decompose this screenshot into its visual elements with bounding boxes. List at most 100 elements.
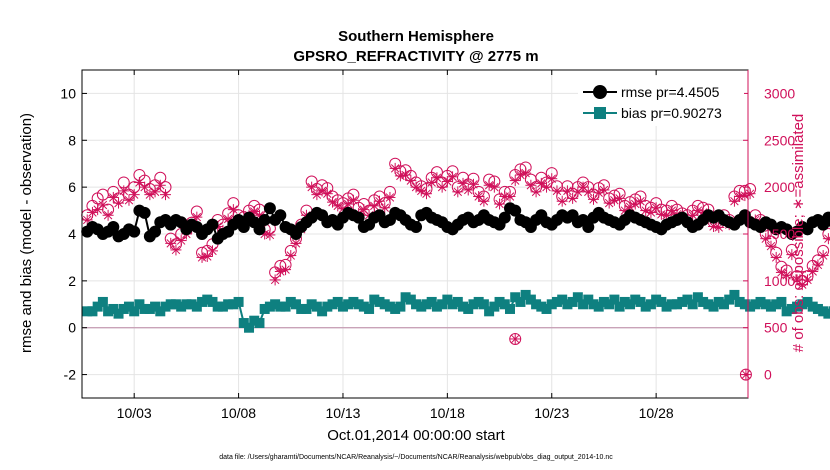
bias-point [275, 301, 286, 312]
obs-assimilated-marker [102, 209, 114, 221]
bias-point [160, 301, 171, 312]
bias-point [416, 301, 427, 312]
asterisk-stroke [265, 230, 275, 240]
obs-assimilated-marker [269, 274, 281, 286]
y-tick-label: 2 [68, 273, 76, 289]
obs-assimilated-marker [457, 177, 469, 189]
bias-point [797, 299, 808, 310]
rmse-point [263, 202, 276, 215]
y-right-tick-label: 500 [764, 320, 788, 336]
bias-point [729, 289, 740, 300]
obs-assimilated-marker [530, 186, 542, 198]
asterisk-stroke [557, 196, 567, 206]
bias-point [677, 296, 688, 307]
bias-point [244, 322, 255, 333]
asterisk-stroke [166, 239, 175, 248]
bias-point [431, 301, 442, 312]
obs-assimilated-marker [561, 185, 573, 197]
obs-assimilated-marker [807, 265, 819, 277]
asterisk-stroke [782, 270, 791, 280]
bias-point [233, 296, 244, 307]
bias-point [812, 303, 823, 314]
bias-point [374, 296, 385, 307]
bias-point [207, 296, 218, 307]
bias-point [228, 299, 239, 310]
asterisk-stroke [735, 192, 744, 201]
obs-assimilated-marker [389, 162, 401, 174]
asterisk-stroke [82, 215, 92, 225]
obs-assimilated-marker [765, 240, 777, 252]
asterisk-stroke [150, 187, 160, 197]
bias-point [150, 301, 161, 312]
bias-point [739, 299, 750, 310]
bias-point [640, 301, 651, 312]
bias-point [557, 294, 568, 305]
asterisk-stroke [584, 187, 593, 197]
bias-point [609, 294, 620, 305]
asterisk-stroke [808, 267, 817, 276]
bias-point [499, 299, 510, 310]
obs-assimilated-marker [170, 244, 182, 256]
bias-point [197, 296, 208, 307]
asterisk-stroke [787, 250, 797, 259]
obs-assimilated-marker [467, 178, 479, 190]
bias-point [583, 294, 594, 305]
bias-point [625, 299, 636, 310]
bias-point [645, 299, 656, 310]
asterisk-stroke [537, 179, 546, 188]
asterisk-stroke [307, 182, 316, 192]
y-right-tick-label: 2000 [764, 179, 795, 195]
obs-assimilated-marker [525, 179, 537, 191]
obs-assimilated-marker [113, 197, 125, 209]
obs-assimilated-marker [410, 181, 422, 193]
asterisk-stroke [599, 185, 609, 195]
obs-assimilated-marker [405, 175, 417, 187]
obs-assimilated-marker [504, 191, 516, 203]
obs-assimilated-marker [551, 185, 563, 197]
obs-assimilated-marker [165, 237, 177, 249]
bias-point [698, 296, 709, 307]
asterisk-stroke [484, 181, 494, 190]
rmse-point [107, 220, 120, 233]
bias-point [567, 296, 578, 307]
asterisk-stroke [114, 198, 123, 208]
bias-point [123, 301, 134, 312]
bias-point [348, 296, 359, 307]
obs-assimilated-marker [436, 181, 448, 193]
asterisk-stroke [375, 196, 384, 206]
asterisk-stroke [328, 197, 337, 207]
bias-point [755, 296, 766, 307]
y-right-tick-label: 1000 [764, 273, 795, 289]
obs-assimilated-marker [86, 206, 98, 218]
bias-point [87, 306, 98, 317]
rmse-point [149, 225, 162, 238]
asterisk-stroke [343, 199, 353, 209]
bias-point [290, 299, 301, 310]
bias-point [103, 306, 114, 317]
y-tick-label: -2 [64, 367, 77, 383]
obs-assimilated-marker [227, 204, 239, 216]
asterisk-stroke [432, 173, 442, 183]
bias-point [186, 299, 197, 310]
asterisk-stroke [777, 268, 786, 277]
bias-point [238, 318, 249, 329]
bias-point [129, 306, 140, 317]
asterisk-stroke [349, 196, 358, 205]
legend: rmse pr=4.4505 bias pr=0.90273 [578, 76, 744, 126]
asterisk-stroke [270, 275, 280, 285]
bias-point [515, 296, 526, 307]
bias-point [296, 303, 307, 314]
bias-point [478, 299, 489, 310]
bias-point [280, 301, 291, 312]
obs-assimilated-marker [629, 198, 641, 210]
y-right-tick-label: 1500 [764, 226, 795, 242]
asterisk-stroke [667, 206, 677, 215]
bias-point [588, 299, 599, 310]
bias-point [614, 301, 625, 312]
bias-point [264, 301, 275, 312]
bias-point [828, 306, 830, 317]
obs-assimilated-marker [280, 264, 292, 276]
asterisk-stroke [693, 206, 703, 215]
x-tick-label: 10/18 [430, 405, 465, 421]
obs-assimilated-marker [139, 181, 151, 193]
